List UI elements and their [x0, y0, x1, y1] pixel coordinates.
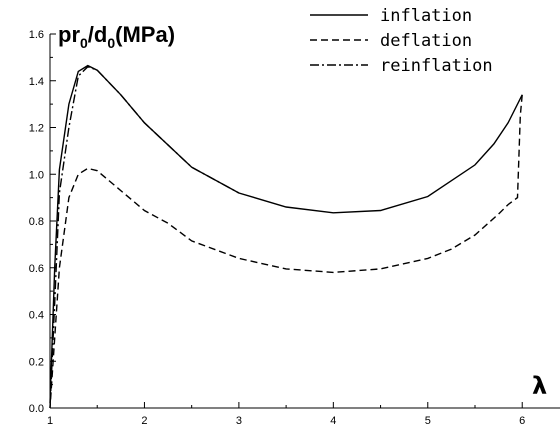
axes: 1 2 3 4 5 6 0.0 0.2 0.4 0.6 0.8 1.0 1.2 1.4 1.6 [29, 29, 560, 427]
y-axis-title: pr0/d0(MPa) [58, 22, 175, 51]
y-tick-label: 0.2 [29, 356, 44, 368]
x-tick-label: 5 [425, 415, 431, 427]
y-axis-title-part: pr [58, 22, 80, 47]
x-tick-label: 1 [47, 415, 53, 427]
y-axis-title-part: 0 [107, 35, 115, 51]
series-line-inflation [49, 64, 523, 404]
y-tick-label: 1.4 [29, 76, 44, 88]
y-tick-label: 0.8 [29, 216, 44, 228]
y-tick-label: 0.0 [29, 403, 44, 415]
legend: inflation deflation reinflation [310, 6, 493, 76]
y-axis-title-part: /d [88, 22, 108, 47]
legend-label-reinflation: reinflation [380, 56, 493, 76]
x-tick-label: 6 [519, 415, 525, 427]
legend-label-deflation: deflation [380, 31, 472, 51]
series-layer [49, 64, 523, 409]
series-line-deflation [49, 94, 523, 409]
y-tick-label: 0.4 [29, 310, 44, 322]
x-axis-title: λ [532, 372, 547, 400]
y-axis-title-part: (MPa) [115, 22, 175, 47]
y-tick-label: 0.6 [29, 263, 44, 275]
x-tick-label: 4 [330, 415, 336, 427]
y-axis-title-part: 0 [80, 35, 88, 51]
x-tick-label: 2 [141, 415, 147, 427]
y-tick-label: 1.0 [29, 169, 44, 181]
x-tick-label: 3 [236, 415, 242, 427]
y-tick-label: 1.6 [29, 29, 44, 41]
series-line-reinflation [49, 65, 240, 409]
y-tick-label: 1.2 [29, 123, 44, 135]
legend-label-inflation: inflation [380, 6, 472, 26]
